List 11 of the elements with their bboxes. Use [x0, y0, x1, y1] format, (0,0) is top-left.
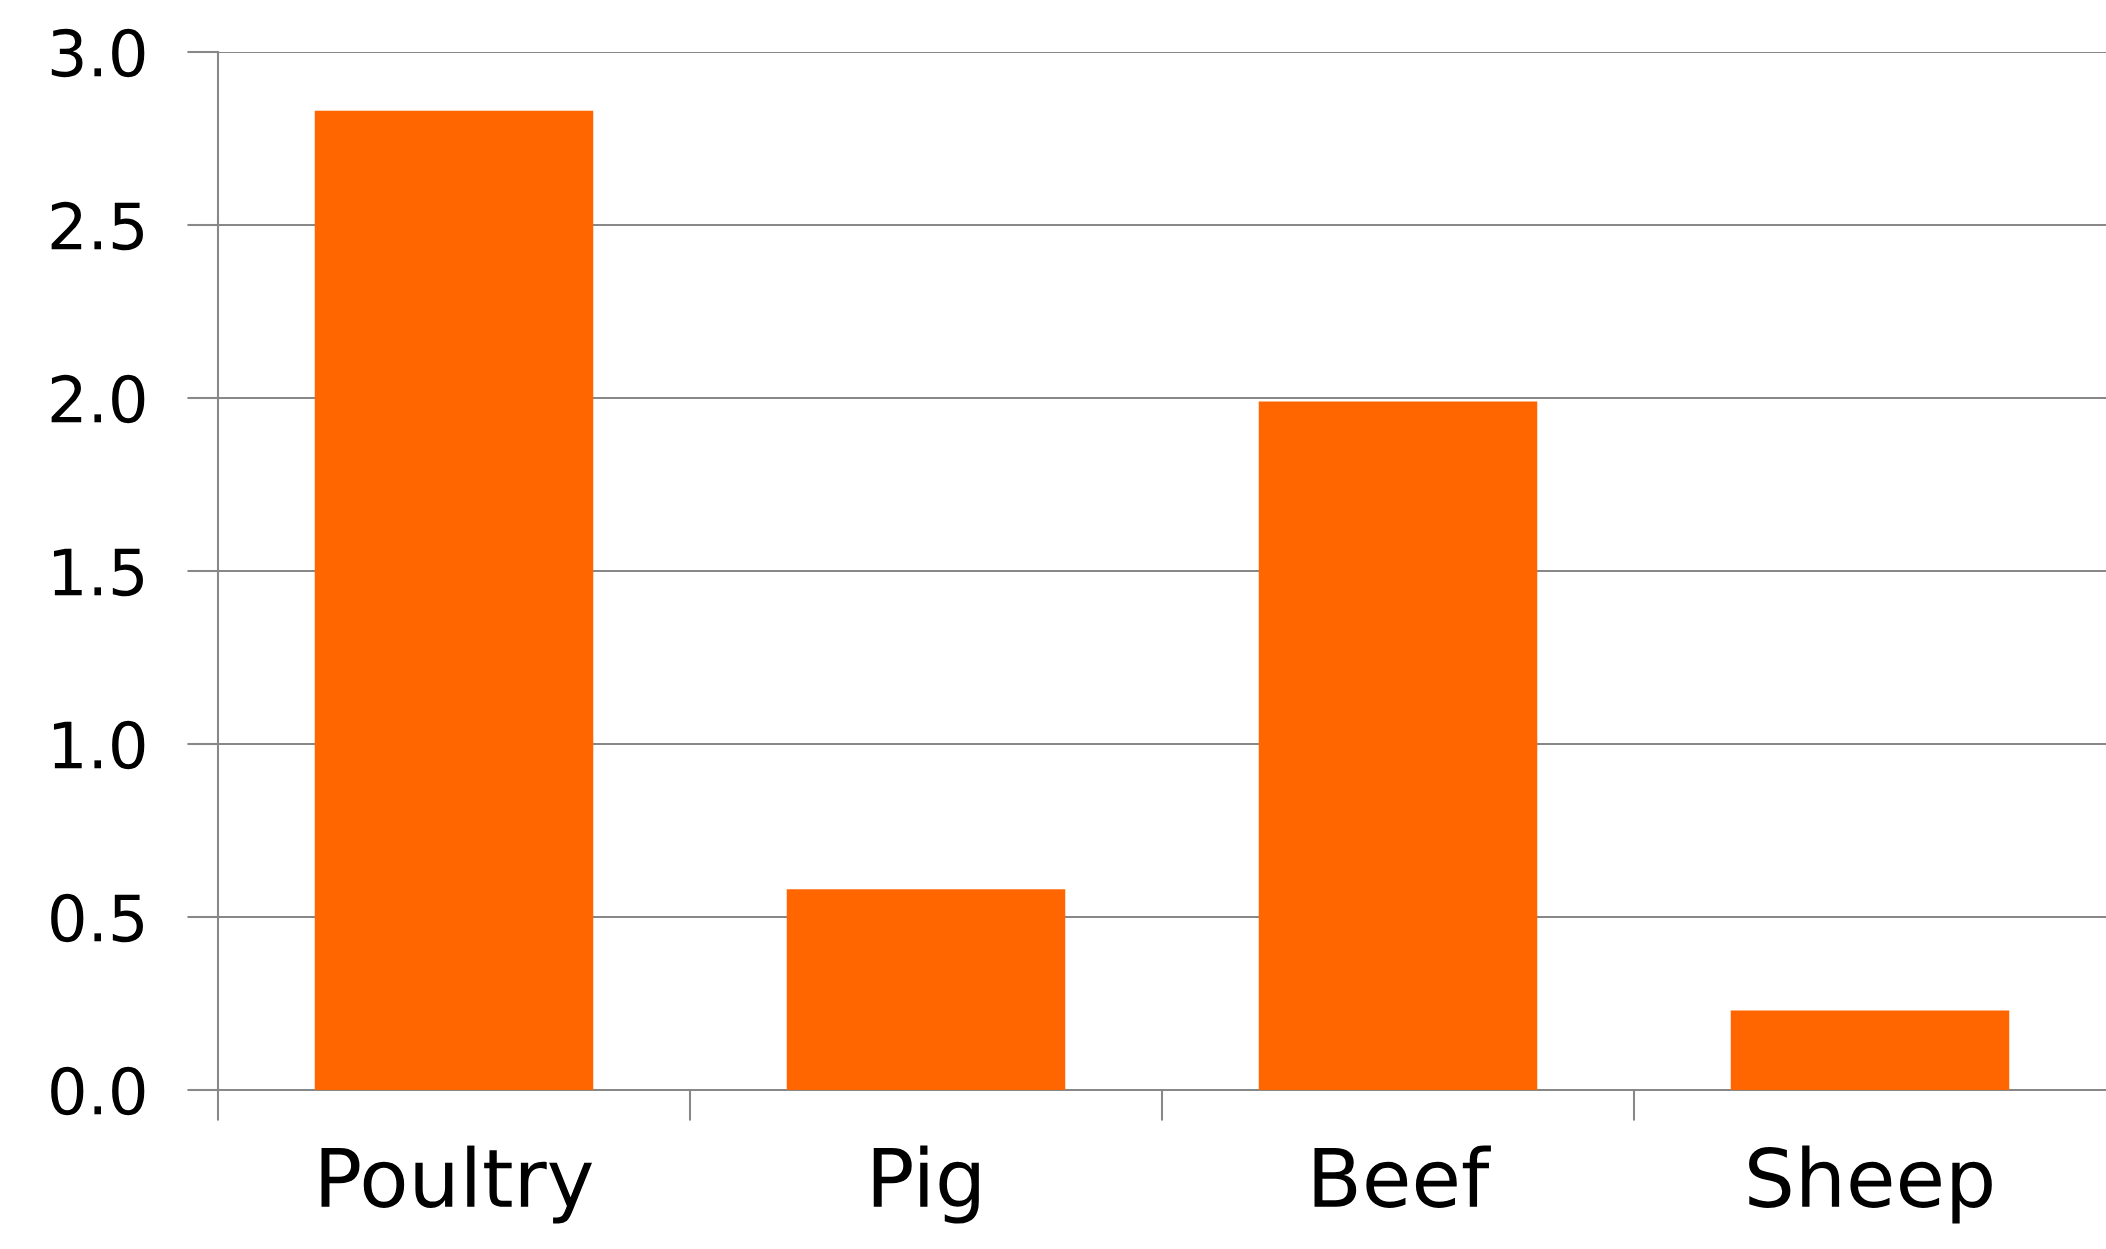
- y-tick-label: 0.5: [51, 893, 143, 943]
- y-tick-label: 2.0: [51, 374, 145, 424]
- y-tick-label: 1.5: [53, 548, 143, 597]
- y-tick-label: 1.0: [53, 720, 145, 770]
- x-tick-label: Beef: [1314, 1145, 1491, 1208]
- x-tick-label: Sheep: [1749, 1145, 1992, 1224]
- x-tick-label: Pig: [873, 1145, 979, 1224]
- x-tick-label: Poultry: [321, 1145, 592, 1224]
- y-tick-label: 2.5: [51, 201, 143, 251]
- y-tick-label: 3.0: [51, 28, 145, 78]
- y-tick-label: 0.0: [51, 1066, 145, 1116]
